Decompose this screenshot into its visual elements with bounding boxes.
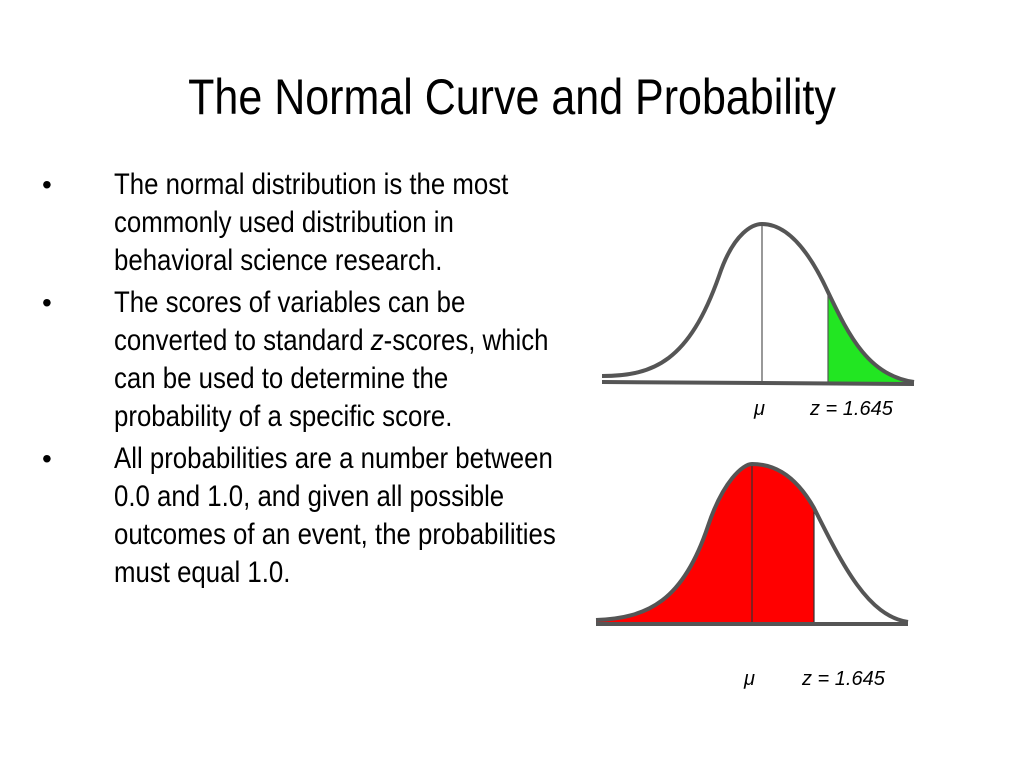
bullet-dot: • xyxy=(42,169,52,200)
z-label: z = 1.645 xyxy=(802,668,885,690)
bullet-dot: • xyxy=(42,443,52,474)
bullet-text-before: The scores of variables can be converted… xyxy=(114,286,466,357)
bullet-item: • The normal distribution is the most co… xyxy=(42,166,602,280)
bullet-item: • All probabilities are a number between… xyxy=(42,440,602,592)
shaded-right-tail xyxy=(828,292,914,384)
normal-curve-left-area: μ z = 1.645 xyxy=(588,456,918,706)
mean-label: μ xyxy=(744,668,755,690)
bullet-text-after: -scores, which can be used to determine … xyxy=(114,324,549,433)
bullet-text-italic: z xyxy=(370,324,384,357)
bullet-text: The scores of variables can be converted… xyxy=(114,284,561,436)
normal-curve xyxy=(601,221,915,384)
baseline xyxy=(601,380,915,386)
normal-curve xyxy=(595,461,909,624)
bullet-text: The normal distribution is the most comm… xyxy=(114,168,509,277)
bullet-dot: • xyxy=(42,287,52,318)
z-label: z = 1.645 xyxy=(810,398,893,420)
bullet-item: • The scores of variables can be convert… xyxy=(42,284,602,436)
slide-title: The Normal Curve and Probability xyxy=(188,69,836,125)
mean-label: μ xyxy=(754,398,765,420)
shaded-left-area xyxy=(596,464,814,626)
bullet-list: • The normal distribution is the most co… xyxy=(42,166,602,596)
curve-svg-top xyxy=(601,221,915,386)
curve-svg-bottom xyxy=(595,461,909,626)
normal-curve-right-tail: μ z = 1.645 xyxy=(594,196,924,436)
bullet-text: All probabilities are a number between 0… xyxy=(114,442,556,589)
